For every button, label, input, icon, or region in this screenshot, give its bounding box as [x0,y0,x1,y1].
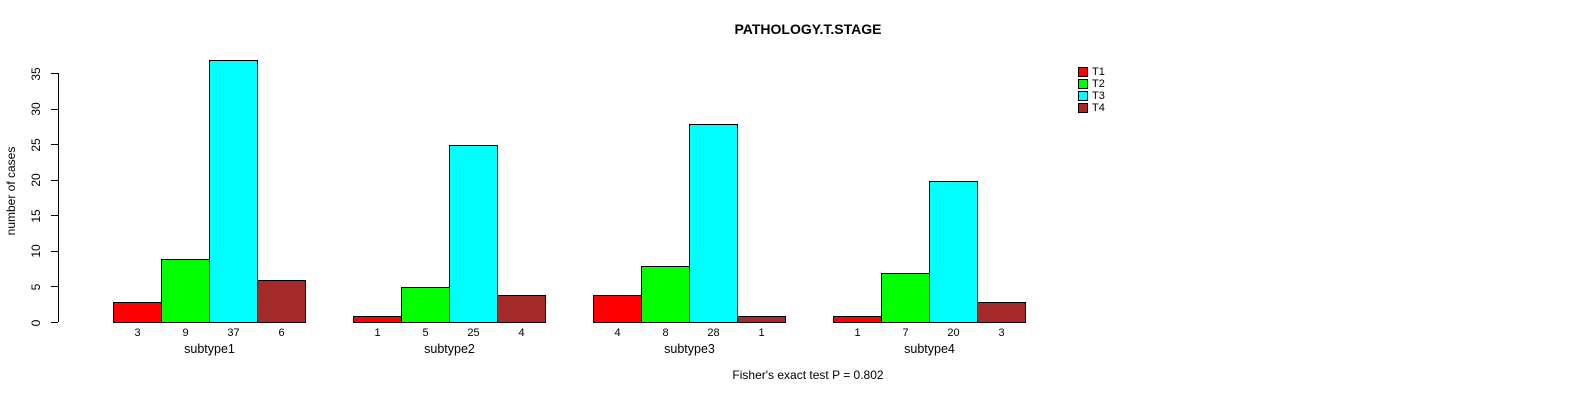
legend-label-t1: T1 [1092,66,1105,78]
bar-t3-subtype2 [449,145,498,323]
y-tick-label: 0 [29,319,43,326]
legend-swatch-t2 [1078,79,1088,89]
y-tick-mark [51,179,58,181]
category-label-subtype1: subtype1 [184,342,235,356]
y-tick-label: 35 [29,66,43,81]
bar-value-label: 1 [374,327,381,339]
bar-value-label: 1 [854,327,861,339]
legend-swatch-t1 [1078,67,1088,77]
bar-value-label: 6 [278,327,285,339]
bar-t3-subtype1 [209,60,258,323]
y-tick-mark [51,215,58,217]
y-axis-line [58,73,59,322]
bar-t1-subtype3 [593,295,642,323]
bar-t4-subtype3 [737,316,786,323]
y-tick-label: 15 [29,209,43,223]
y-tick-mark [51,250,58,252]
bar-value-label: 25 [467,327,480,339]
y-tick-mark [51,73,58,74]
bar-value-label: 8 [662,327,669,339]
bar-value-label: 1 [758,327,765,339]
bar-t1-subtype4 [833,316,882,323]
bar-value-label: 3 [998,327,1005,339]
category-label-subtype3: subtype3 [664,342,715,356]
legend-swatch-t3 [1078,91,1088,101]
y-tick-mark [51,286,58,288]
y-axis-label: number of cases [4,146,18,236]
bar-t4-subtype1 [257,280,306,323]
bar-value-label: 4 [614,327,621,339]
legend-label-t2: T2 [1092,78,1105,90]
y-tick-label: 5 [29,283,43,291]
category-label-subtype2: subtype2 [424,342,475,356]
bar-t4-subtype4 [977,302,1026,323]
y-tick-label: 25 [29,137,43,152]
y-tick-mark [51,108,58,110]
bar-value-label: 9 [182,327,189,339]
legend-label-t3: T3 [1092,90,1105,102]
bar-t2-subtype4 [881,273,930,323]
bar-t3-subtype4 [929,181,978,323]
bar-t1-subtype1 [113,302,162,323]
y-tick-label: 30 [29,102,43,116]
y-tick-mark [51,322,58,323]
bar-t4-subtype2 [497,295,546,323]
bar-value-label: 7 [902,327,909,339]
bar-value-label: 20 [947,327,960,339]
bar-value-label: 5 [422,327,429,339]
bar-value-label: 3 [134,327,141,339]
legend-swatch-t4 [1078,103,1088,113]
legend-label-t4: T4 [1092,102,1105,114]
bar-value-label: 28 [707,327,720,339]
y-tick-label: 10 [29,244,43,259]
category-label-subtype4: subtype4 [904,342,955,356]
bar-value-label: 4 [518,327,525,339]
y-tick-mark [51,144,58,146]
bar-t2-subtype3 [641,266,690,323]
fisher-test-annotation: Fisher's exact test P = 0.802 [732,368,884,382]
bar-t3-subtype3 [689,124,738,323]
bar-t2-subtype2 [401,287,450,323]
y-tick-label: 20 [29,173,43,187]
chart-title: PATHOLOGY.T.STAGE [734,21,882,37]
bar-t1-subtype2 [353,316,402,323]
bar-value-label: 37 [227,327,240,339]
bar-t2-subtype1 [161,259,210,323]
